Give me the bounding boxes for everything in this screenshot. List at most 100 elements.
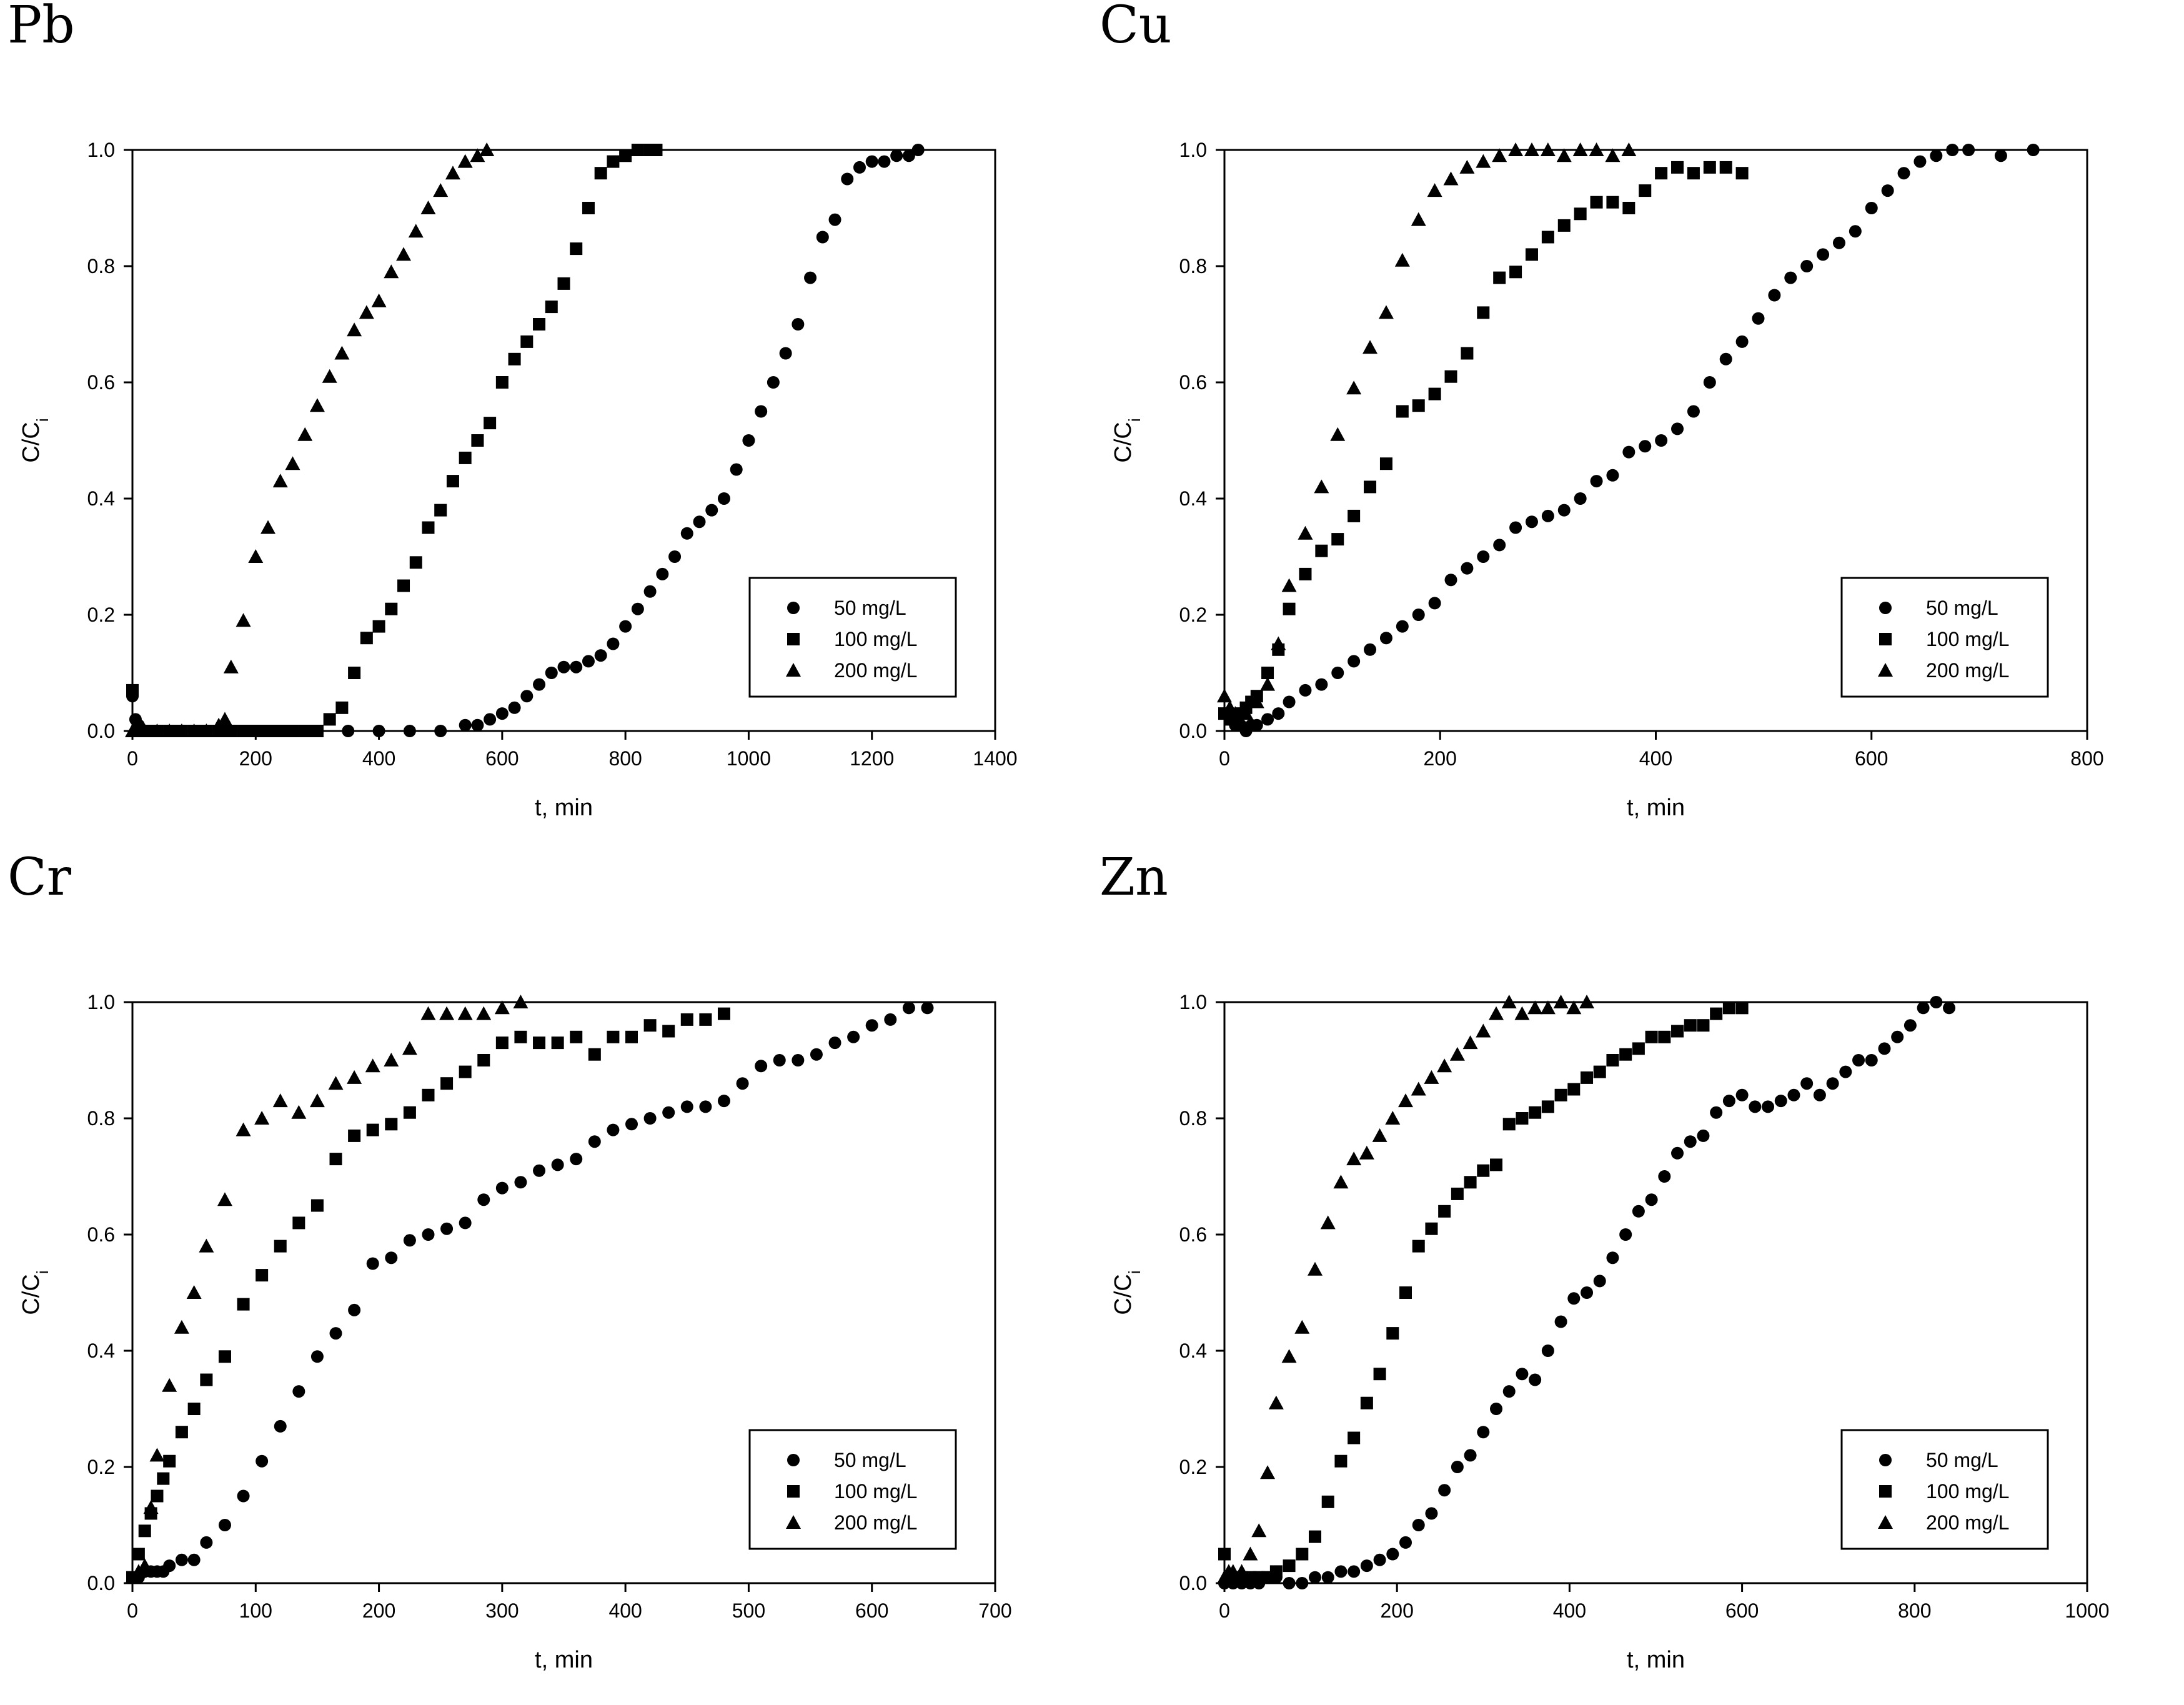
data-point-square [570, 1030, 583, 1043]
data-point-square [1557, 219, 1571, 232]
data-point-triangle [254, 1111, 270, 1125]
y-axis-title-subscript: i [33, 1270, 52, 1274]
y-tick-label: 0.0 [1179, 720, 1207, 742]
data-point-square [1438, 1205, 1451, 1218]
data-point-circle [779, 347, 792, 360]
data-point-square [1541, 231, 1554, 244]
data-point-square [1710, 1007, 1723, 1020]
data-point-triangle [420, 201, 436, 214]
x-axis-title: t, min [1627, 1647, 1685, 1673]
data-point-square [643, 1019, 657, 1032]
data-point-circle [1250, 718, 1263, 732]
data-point-square [1493, 271, 1506, 284]
data-point-square [1412, 1240, 1425, 1253]
data-point-square [477, 1054, 490, 1066]
x-tick-label: 600 [855, 1599, 888, 1622]
data-point-circle [1412, 1519, 1425, 1531]
data-point-circle [187, 1553, 201, 1566]
plot-svg: 0 200 400 600 800 1000 0.0 0.2 0.4 0.6 0.8 1.0 t, mi… [1110, 991, 2110, 1673]
data-point-square [582, 202, 595, 214]
data-point-triangle [1411, 212, 1426, 226]
data-point-triangle [309, 1093, 325, 1108]
data-point-square [1334, 1454, 1348, 1468]
data-point-circle [884, 1013, 897, 1026]
x-tick-label: 800 [2070, 747, 2103, 770]
legend-label: 100 mg/L [1926, 1480, 2009, 1503]
data-point-circle [557, 660, 570, 674]
data-point-square [440, 1077, 454, 1090]
y-tick-label: 0.2 [87, 604, 115, 626]
chart-panel-pb: Pb 0 200 400 600 800 1000 1200 1400 0.0 0.2 0.4 0.6… [0, 0, 1092, 852]
data-point-circle [902, 1002, 915, 1015]
data-point-circle [1645, 1193, 1658, 1206]
data-point-circle [1331, 667, 1344, 679]
data-point-triangle [1346, 1151, 1362, 1166]
data-point-triangle [186, 723, 202, 737]
data-point-circle [1622, 445, 1636, 459]
data-point-triangle [396, 247, 412, 261]
data-point-square [1619, 1048, 1632, 1061]
legend-label: 200 mg/L [1926, 659, 2009, 682]
legend-marker-triangle [1878, 1515, 1893, 1529]
data-point-circle [459, 718, 472, 732]
data-point-circle [2027, 144, 2040, 156]
data-point-circle [1348, 655, 1361, 668]
data-point-square [1364, 480, 1377, 494]
x-tick-label: 200 [362, 1599, 395, 1622]
data-point-circle [1272, 707, 1285, 720]
data-point-square [1348, 1431, 1361, 1444]
data-point-square [1590, 196, 1603, 209]
plot-svg: 0 200 400 600 800 0.0 0.2 0.4 0.6 0.8 1.0 t, min C/C… [1110, 139, 2104, 821]
data-point-square [594, 167, 607, 180]
data-point-square [717, 1007, 730, 1020]
data-point-circle [878, 155, 891, 168]
data-point-triangle [402, 1041, 417, 1055]
data-point-triangle [1424, 1070, 1439, 1084]
data-point-circle [1581, 1286, 1594, 1299]
data-point-circle [841, 172, 854, 186]
data-point-square [385, 602, 398, 615]
x-tick-label: 1200 [850, 747, 894, 770]
data-point-square [1687, 167, 1700, 180]
data-point-square [1658, 1030, 1671, 1043]
data-point-triangle [1260, 1465, 1276, 1479]
plot-svg: 0 100 200 300 400 500 600 700 0.0 0.2 0.4 0.6 0.8 1.0… [18, 991, 1012, 1673]
legend-marker-triangle [786, 663, 801, 677]
data-point-circle [310, 1350, 324, 1363]
legend-label: 50 mg/L [834, 597, 906, 619]
data-point-square [224, 725, 237, 737]
legend-marker-circle [787, 1454, 800, 1466]
legend-label: 100 mg/L [834, 1480, 917, 1503]
data-point-circle [1554, 1315, 1567, 1328]
y-tick-label: 0.8 [87, 255, 115, 277]
x-tick-label: 1000 [727, 747, 771, 770]
data-point-square [1735, 1002, 1749, 1015]
data-point-circle [1849, 225, 1862, 238]
legend-box [748, 1429, 957, 1550]
data-point-circle [175, 1553, 188, 1566]
data-point-circle [656, 567, 669, 580]
data-point-circle [1839, 1065, 1852, 1078]
data-point-square [619, 149, 632, 162]
data-point-circle [1917, 1002, 1930, 1015]
data-point-triangle [445, 166, 460, 180]
y-axis-title-subscript: i [1125, 418, 1144, 422]
legend-marker-square [787, 1485, 800, 1498]
data-point-circle [1461, 562, 1474, 575]
data-point-square [403, 1106, 416, 1119]
data-point-square [1269, 1565, 1283, 1578]
data-point-circle [1710, 1106, 1723, 1119]
data-point-triangle [1281, 578, 1297, 592]
x-tick-label: 0 [1219, 1599, 1230, 1622]
y-tick-label: 0.6 [1179, 1223, 1207, 1246]
data-point-square [1554, 1088, 1567, 1101]
data-point-square [1477, 306, 1490, 319]
x-tick-label: 200 [239, 747, 272, 770]
data-point-square [588, 1048, 601, 1061]
data-point-circle [1943, 1002, 1956, 1015]
data-point-square [292, 1216, 305, 1230]
legend-marker-triangle [786, 1515, 801, 1529]
data-point-triangle [1385, 1111, 1401, 1125]
data-point-square [434, 504, 447, 517]
data-point-circle [545, 667, 558, 679]
